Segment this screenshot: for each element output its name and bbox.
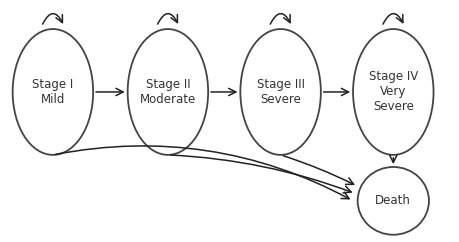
Text: Stage IV
Very
Severe: Stage IV Very Severe bbox=[368, 70, 417, 113]
Ellipse shape bbox=[240, 29, 320, 155]
Ellipse shape bbox=[13, 29, 93, 155]
Text: Stage I
Mild: Stage I Mild bbox=[32, 78, 73, 106]
Ellipse shape bbox=[357, 167, 428, 235]
Ellipse shape bbox=[128, 29, 208, 155]
Text: Stage III
Severe: Stage III Severe bbox=[256, 78, 304, 106]
Text: Stage II
Moderate: Stage II Moderate bbox=[140, 78, 196, 106]
Ellipse shape bbox=[353, 29, 433, 155]
Text: Death: Death bbox=[375, 194, 410, 207]
